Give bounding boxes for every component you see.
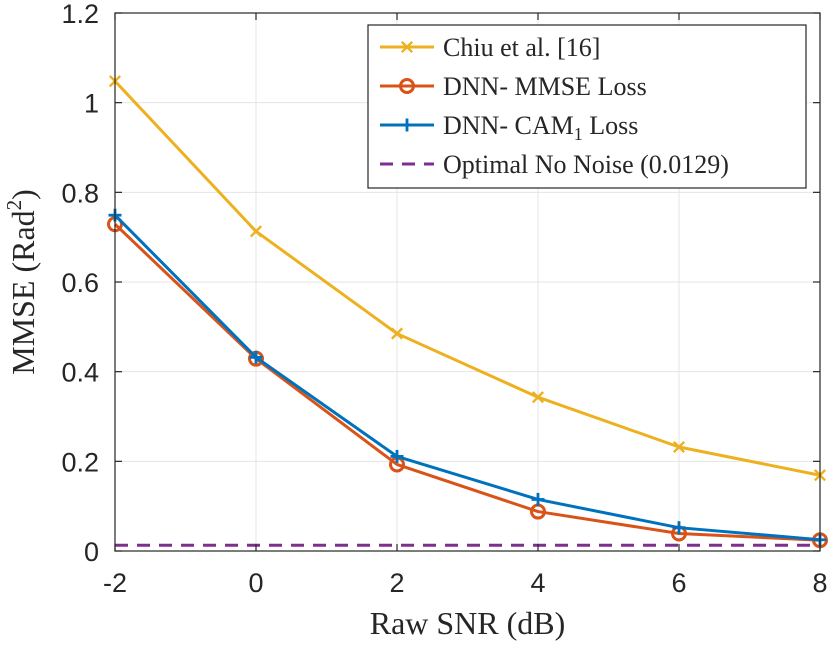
legend-box [367, 24, 807, 189]
x-tick-label: 0 [248, 568, 263, 598]
series-line-cam [113, 214, 821, 542]
series-mmse [107, 216, 828, 549]
series-line-chiu [113, 80, 821, 477]
series-layer [107, 75, 828, 549]
legend-item-cam: DNN- CAM1 Loss [380, 111, 638, 144]
series-cam [108, 208, 827, 547]
x-tick-label: 6 [671, 568, 686, 598]
legend-marker-cam [400, 118, 414, 132]
legend-item-optimal: Optimal No Noise (0.0129) [380, 150, 729, 179]
y-tick-label: 0.6 [61, 268, 99, 298]
y-tick-label: 0.4 [61, 358, 99, 388]
legend: Chiu et al. [16] DNN- MMSE Loss DNN- CAM1 … [367, 24, 807, 189]
legend-label-text: DNN- MMSE Loss [443, 72, 647, 101]
data-point-chiu [672, 440, 686, 454]
legend-label-optimal: Optimal No Noise (0.0129) [443, 150, 729, 179]
y-axis-title: MMSE (Rad2) [2, 189, 41, 375]
x-tick-label: -2 [103, 568, 127, 598]
legend-marker-chiu [400, 40, 414, 54]
legend-label-mmse: DNN- MMSE Loss [443, 72, 647, 101]
x-tick-label: 2 [389, 568, 404, 598]
y-axis-title-base: MMSE (Rad [5, 210, 41, 374]
marker-stroke [531, 391, 545, 404]
marker-stroke [400, 40, 414, 54]
data-point-cam [672, 521, 686, 535]
legend-label-text: Chiu et al. [16] [443, 33, 600, 62]
y-tick-label: 0 [84, 537, 99, 567]
x-tick-label: 8 [812, 568, 827, 598]
data-point-chiu [390, 327, 404, 340]
y-tick-label: 0.8 [61, 178, 99, 208]
legend-item-chiu: Chiu et al. [16] [380, 33, 600, 62]
legend-label-text: Optimal No Noise (0.0129) [443, 150, 729, 179]
legend-item-mmse: DNN- MMSE Loss [380, 72, 647, 101]
y-tick-label: 1 [84, 89, 99, 119]
legend-marker-mmse [399, 78, 415, 94]
y-axis-title-superscript: 2 [2, 200, 26, 211]
legend-label-subscript: 1 [574, 124, 583, 144]
y-tick-label: 0.2 [61, 447, 99, 477]
data-point-chiu [249, 225, 263, 238]
marker-stroke [390, 327, 404, 340]
y-tick-label: 1.2 [61, 0, 99, 29]
x-tick-label: 4 [530, 568, 545, 598]
axis-ticks: -2 0 2 4 6 800.20.40.60.811.2 [61, 0, 827, 598]
marker-stroke [249, 225, 263, 238]
legend-label-cam: DNN- CAM1 Loss [443, 111, 638, 144]
legend-label-tail: Loss [583, 111, 639, 140]
legend-label-text: DNN- CAM [443, 111, 574, 140]
marker-stroke [672, 440, 686, 454]
data-point-cam [531, 492, 545, 506]
y-axis-title-tail: ) [5, 189, 41, 200]
legend-label-chiu: Chiu et al. [16] [443, 33, 600, 62]
series-line-mmse [113, 223, 821, 542]
data-point-cam [390, 449, 404, 463]
data-point-chiu [531, 391, 545, 404]
data-point-cam [249, 350, 263, 364]
x-axis-title: Raw SNR (dB) [370, 605, 566, 641]
